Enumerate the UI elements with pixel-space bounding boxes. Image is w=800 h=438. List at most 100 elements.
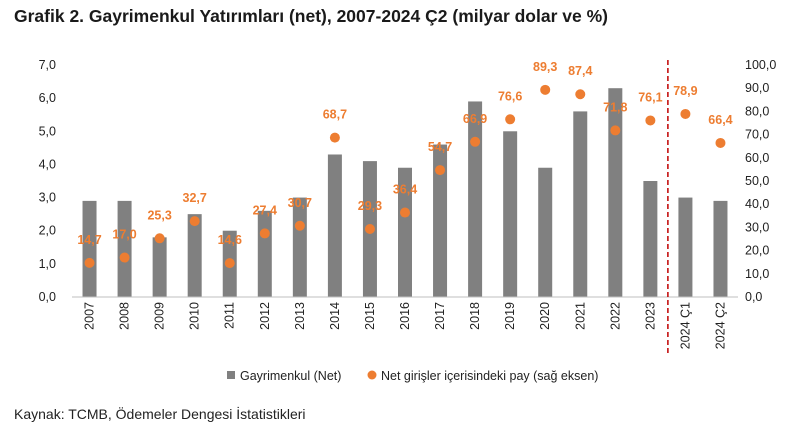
bar	[398, 167, 412, 297]
y-axis-left: 0,0 1,0 2,0 3,0 4,0 5,0 6,0 7,0	[39, 58, 56, 304]
bar	[468, 101, 483, 297]
bar	[643, 181, 658, 297]
y-right-tick-label: 80,0	[745, 104, 769, 118]
dot-point	[154, 233, 165, 244]
bar	[82, 200, 97, 297]
dot-series	[84, 84, 726, 269]
y-right-tick-label: 0,0	[745, 290, 762, 304]
chart-title: Grafik 2. Gayrimenkul Yatırımları (net),…	[14, 6, 608, 26]
legend-dot-swatch	[367, 370, 377, 380]
y-right-tick-label: 30,0	[745, 220, 769, 234]
x-tick-label: 2007	[83, 302, 97, 330]
y-right-tick-label: 20,0	[745, 244, 769, 258]
y-right-tick-label: 90,0	[745, 81, 769, 95]
source-note: Kaynak: TCMB, Ödemeler Dengesi İstatisti…	[14, 406, 306, 422]
bar	[187, 214, 202, 297]
bar	[257, 210, 272, 297]
bar	[608, 88, 623, 297]
y-left-tick-label: 2,0	[39, 224, 56, 238]
x-tick-label: 2022	[608, 302, 622, 330]
dot-point	[575, 89, 586, 100]
bar	[152, 237, 167, 297]
bar	[292, 197, 307, 297]
y-right-tick-label: 100,0	[745, 58, 776, 72]
y-left-tick-label: 0,0	[39, 290, 56, 304]
x-tick-label: 2013	[293, 302, 307, 330]
x-tick-label: 2017	[433, 302, 447, 330]
dot-data-label: 78,9	[673, 84, 697, 98]
x-tick-label: 2016	[398, 302, 412, 330]
dot-data-label: 14,6	[218, 233, 242, 247]
dot-point	[470, 136, 481, 147]
dot-data-label: 25,3	[147, 208, 171, 222]
dot-data-label: 68,7	[323, 108, 347, 122]
x-tick-label: 2023	[643, 302, 657, 330]
bar	[678, 197, 693, 297]
bar	[117, 200, 132, 297]
y-left-tick-label: 1,0	[39, 257, 56, 271]
x-tick-label: 2014	[328, 302, 342, 330]
legend: Gayrimenkul (Net) Net girişler içerisind…	[227, 369, 598, 383]
dot-data-label: 89,3	[533, 60, 557, 74]
x-tick-label: 2021	[573, 302, 587, 330]
dot-point	[329, 132, 340, 143]
legend-bar-label: Gayrimenkul (Net)	[240, 369, 341, 383]
legend-bar-swatch	[227, 371, 235, 379]
dot-data-label: 87,4	[568, 64, 592, 78]
dot-point	[645, 115, 656, 126]
dot-point	[505, 114, 516, 125]
dot-data-label: 66,9	[463, 112, 487, 126]
y-left-tick-label: 6,0	[39, 91, 56, 105]
x-tick-label: 2015	[363, 302, 377, 330]
y-right-tick-label: 10,0	[745, 267, 769, 281]
dot-point	[540, 84, 551, 95]
dot-point	[294, 220, 305, 231]
y-left-tick-label: 3,0	[39, 191, 56, 205]
bar	[503, 131, 518, 297]
dot-point	[259, 228, 270, 239]
dot-point	[119, 252, 130, 263]
dot-data-label: 27,4	[253, 203, 277, 217]
dot-point	[435, 165, 446, 176]
x-tick-label: 2010	[188, 302, 202, 330]
dot-point	[610, 125, 621, 136]
dot-data-label: 32,7	[183, 191, 207, 205]
dot-point	[189, 216, 200, 227]
bar	[327, 154, 342, 297]
bar	[433, 144, 448, 297]
x-tick-label: 2020	[538, 302, 552, 330]
x-tick-label: 2012	[258, 302, 272, 330]
y-left-tick-label: 7,0	[39, 58, 56, 72]
dot-data-label: 29,3	[358, 199, 382, 213]
dot-data-label: 71,8	[603, 100, 627, 114]
x-tick-label: 2024 Ç2	[713, 302, 727, 349]
bar	[573, 111, 588, 298]
y-left-tick-label: 5,0	[39, 124, 56, 138]
dot-point	[715, 137, 726, 148]
x-tick-label: 2018	[468, 302, 482, 330]
dot-data-label: 30,7	[288, 196, 312, 210]
dot-data-label: 17,0	[112, 228, 136, 242]
x-tick-label: 2008	[118, 302, 132, 330]
bar	[713, 200, 728, 297]
legend-dot-label: Net girişler içerisindeki pay (sağ eksen…	[381, 369, 598, 383]
dot-data-label: 14,7	[77, 233, 101, 247]
dot-point	[364, 224, 375, 235]
dot-point	[84, 257, 95, 268]
dot-point	[224, 258, 235, 269]
dot-data-label: 54,7	[428, 140, 452, 154]
y-axis-right: 0,0 10,0 20,0 30,0 40,0 50,0 60,0 70,0 80,0 90,0 1…	[745, 58, 776, 304]
data-labels: 14,7 17,0 25,3 32,7 14,6 27,4 30,7 68,7 29,3 36,4…	[77, 60, 732, 247]
x-tick-label: 2019	[503, 302, 517, 330]
y-right-tick-label: 60,0	[745, 151, 769, 165]
dot-data-label: 76,6	[498, 89, 522, 103]
x-tick-label: 2009	[153, 302, 167, 330]
dot-data-label: 76,1	[638, 90, 662, 104]
dot-data-label: 36,4	[393, 183, 417, 197]
x-tick-label: 2011	[223, 302, 237, 329]
dot-point	[680, 108, 691, 119]
x-tick-label: 2024 Ç1	[678, 302, 692, 349]
y-right-tick-label: 70,0	[745, 128, 769, 142]
dot-point	[400, 207, 410, 218]
